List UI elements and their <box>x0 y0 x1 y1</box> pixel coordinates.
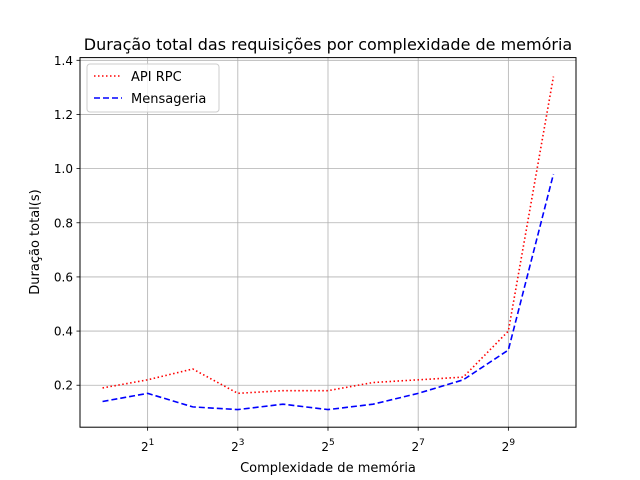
x-axis: 21 23 25 27 29 <box>141 427 515 454</box>
x-tick-base: 2 <box>321 440 329 454</box>
y-axis-label: Duração total(s) <box>28 189 43 294</box>
legend-label: API RPC <box>131 70 182 85</box>
x-tick-base: 2 <box>141 440 149 454</box>
y-tick-label: 0.8 <box>54 216 73 230</box>
x-tick-label: 23 <box>231 438 244 454</box>
y-tick-label: 0.4 <box>54 325 73 339</box>
y-tick-label: 0.6 <box>54 270 73 284</box>
x-tick-label: 29 <box>502 438 516 454</box>
y-tick-label: 1.2 <box>54 108 73 122</box>
series-1 <box>102 173 555 411</box>
chart-title: Duração total das requisições por comple… <box>84 35 572 54</box>
data-point <box>462 379 464 381</box>
legend-box <box>86 63 220 113</box>
series-line <box>102 76 555 395</box>
legend-label: Mensageria <box>131 92 206 107</box>
series-layer <box>102 76 555 411</box>
x-tick-exponent: 7 <box>419 438 425 448</box>
x-tick-exponent: 3 <box>239 438 245 448</box>
y-tick-label: 1.0 <box>54 162 73 176</box>
x-tick-base: 2 <box>411 440 419 454</box>
x-tick-exponent: 1 <box>149 438 155 448</box>
y-axis: 0.2 0.4 0.6 0.8 1.0 1.2 1.4 <box>54 54 80 393</box>
legend: API RPC Mensageria <box>86 63 220 113</box>
grid <box>80 57 576 428</box>
y-tick-label: 1.4 <box>54 54 73 68</box>
x-tick-exponent: 5 <box>329 438 335 448</box>
series-line <box>102 173 555 411</box>
x-tick-exponent: 9 <box>509 438 515 448</box>
y-tick-label: 0.2 <box>54 379 73 393</box>
series-0 <box>102 76 555 395</box>
x-tick-label: 27 <box>411 438 424 454</box>
x-tick-label: 21 <box>141 438 154 454</box>
x-tick-base: 2 <box>231 440 239 454</box>
x-tick-label: 25 <box>321 438 334 454</box>
data-point <box>552 173 554 175</box>
x-axis-label: Complexidade de memória <box>240 461 416 476</box>
x-tick-base: 2 <box>502 440 510 454</box>
